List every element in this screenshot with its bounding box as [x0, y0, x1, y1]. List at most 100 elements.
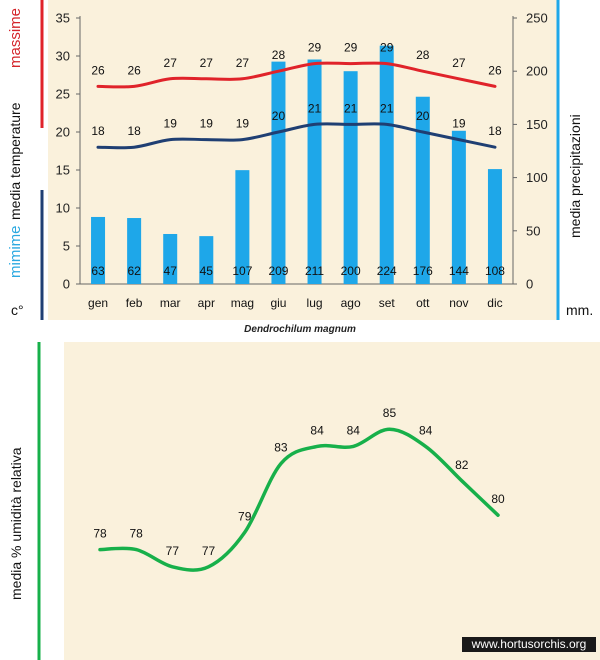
humidity-value-label: 84 [347, 423, 361, 437]
precipitation-value-label: 63 [91, 264, 105, 278]
precipitation-value-label: 62 [127, 264, 141, 278]
minime-value-label: 20 [416, 109, 430, 123]
x-axis-month-label: ago [341, 296, 361, 310]
minime-value-label: 21 [344, 101, 358, 115]
x-axis-month-label: gen [88, 296, 108, 310]
left-axis-tick-label: 10 [56, 201, 70, 216]
precipitation-value-label: 211 [305, 264, 324, 278]
minime-value-label: 18 [127, 124, 141, 138]
minime-line [96, 122, 497, 150]
x-axis-month-label: nov [449, 296, 468, 310]
humidity-value-label: 78 [93, 527, 107, 541]
left-axis-tick-label: 20 [56, 125, 70, 140]
precipitation-value-label: 107 [232, 264, 252, 278]
bottom-chart-background [64, 342, 600, 660]
minime-value-label: 18 [91, 124, 105, 138]
humidity-axis-label: media % umidità relativa [8, 447, 24, 600]
massime-value-label: 28 [272, 48, 286, 62]
x-axis-month-label: giu [270, 296, 286, 310]
right-axis-tick-label: 50 [526, 223, 540, 238]
precipitation-bar [307, 59, 322, 284]
humidity-value-label: 82 [455, 458, 469, 472]
right-axis-tick-label: 150 [526, 117, 548, 132]
minime-label: mimime [7, 225, 24, 279]
precipitation-value-label: 144 [449, 264, 469, 278]
x-axis-month-label: lug [307, 296, 323, 310]
humidity-line [98, 427, 500, 572]
precipitation-bar [199, 236, 214, 284]
left-axis-tick-label: 15 [56, 163, 70, 178]
precipitation-value-label: 108 [485, 264, 505, 278]
x-axis-month-label: apr [198, 296, 215, 310]
precipitation-bar [235, 170, 250, 284]
massime-label: massime [7, 7, 24, 68]
minime-value-label: 21 [308, 101, 322, 115]
minime-value-label: 19 [200, 117, 214, 131]
precipitation-bar [271, 61, 286, 285]
left-axis-tick-label: 0 [63, 277, 70, 292]
humidity-value-label: 85 [383, 406, 397, 420]
massime-value-label: 26 [91, 63, 105, 77]
humidity-value-label: 79 [238, 509, 252, 523]
celsius-unit-label: c° [11, 302, 24, 318]
precipitation-value-label: 47 [164, 264, 178, 278]
x-axis-month-label: mar [160, 296, 181, 310]
humidity-value-label: 84 [310, 423, 324, 437]
precipitation-value-label: 209 [268, 264, 288, 278]
humidity-value-label: 78 [130, 527, 144, 541]
top-chart-data-labels: 63 62 47 45 107 209 211 200 224 176 144 108 26 26 27 27… [91, 41, 505, 278]
humidity-value-label: 77 [166, 544, 180, 558]
precipitation-value-label: 45 [200, 264, 214, 278]
minime-value-label: 19 [236, 117, 250, 131]
precipitation-bar [163, 233, 178, 284]
humidity-chart: 78 78 77 77 79 83 84 84 85 84 82 80 [37, 342, 505, 660]
left-axis-tick-label: 35 [56, 11, 70, 26]
x-axis-month-label: ott [416, 296, 430, 310]
watermark: www.hortusorchis.org [462, 637, 596, 652]
x-axis-month-label: dic [487, 296, 502, 310]
right-axis-tick-label: 200 [526, 64, 548, 79]
x-axis-month-label: feb [126, 296, 143, 310]
right-axis-tick-label: 100 [526, 170, 548, 185]
species-caption: Dendrochilum magnum [244, 324, 356, 335]
minime-value-label: 19 [452, 117, 466, 131]
humidity-value-label: 83 [274, 441, 288, 455]
massime-value-label: 27 [164, 56, 178, 70]
precipitation-value-label: 176 [413, 264, 433, 278]
massime-value-label: 29 [380, 41, 394, 55]
right-axis-tick-label: 250 [526, 11, 548, 26]
left-axis-tick-label: 5 [63, 239, 70, 254]
top-chart-axes: 0 5 10 15 20 25 30 35 0 50 100 150 200 250 gen feb mar ap… [40, 0, 560, 320]
x-axis-month-label: set [379, 296, 396, 310]
minime-value-label: 18 [488, 124, 502, 138]
left-axis-tick-label: 30 [56, 49, 70, 64]
humidity-value-label: 80 [491, 492, 505, 506]
massime-value-label: 28 [416, 48, 430, 62]
media-temperature-label: media temperature [7, 102, 23, 220]
massime-value-label: 29 [344, 41, 358, 55]
massime-value-label: 26 [488, 63, 502, 77]
right-axis-tick-label: 0 [526, 277, 533, 292]
massime-line [96, 61, 497, 89]
mm-unit-label: mm. [566, 302, 594, 318]
precipitation-bar [415, 96, 430, 285]
massime-value-label: 27 [236, 56, 250, 70]
precipitation-bar [379, 45, 394, 284]
precipitation-value-label: 224 [377, 264, 397, 278]
massime-value-label: 27 [200, 56, 214, 70]
precipitation-bar [451, 130, 466, 284]
minime-value-label: 19 [164, 117, 178, 131]
massime-value-label: 27 [452, 56, 466, 70]
massime-value-label: 26 [127, 63, 141, 77]
temperature-lines [96, 61, 497, 150]
minime-value-label: 20 [272, 109, 286, 123]
precipitation-axis-label: media precipitazioni [567, 114, 583, 238]
precipitation-value-label: 200 [341, 264, 361, 278]
precipitation-bar [487, 169, 502, 284]
left-axis-tick-label: 25 [56, 87, 70, 102]
precipitation-bar [127, 218, 142, 284]
minime-value-label: 21 [380, 101, 394, 115]
massime-value-label: 29 [308, 41, 322, 55]
humidity-value-label: 84 [419, 423, 433, 437]
